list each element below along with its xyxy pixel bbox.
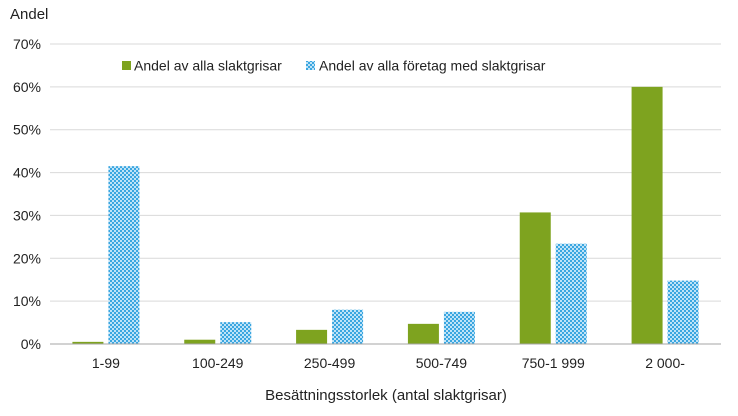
y-tick-label: 10% xyxy=(13,293,41,309)
y-tick-label: 60% xyxy=(13,79,41,95)
bar-slaktgrisar xyxy=(407,323,439,344)
legend-swatch-foretag xyxy=(306,61,315,70)
x-tick-label: 750-1 999 xyxy=(522,355,585,371)
x-tick-label: 2 000- xyxy=(645,355,685,371)
x-axis-title: Besättningsstorlek (antal slaktgrisar) xyxy=(265,387,507,404)
y-tick-label: 50% xyxy=(13,122,41,138)
y-tick-label: 20% xyxy=(13,250,41,266)
x-tick-labels: 1-99 100-249 250-499 500-749 750-1 999 2 000- xyxy=(92,355,685,371)
bar-slaktgrisar xyxy=(296,329,328,344)
bar-foretag xyxy=(555,243,587,344)
bar-slaktgrisar xyxy=(184,339,216,344)
bar-foretag xyxy=(667,280,699,344)
legend-label-foretag: Andel av alla företag med slaktgrisar xyxy=(319,58,546,74)
y-tick-label: 0% xyxy=(21,336,41,352)
bar-foretag xyxy=(220,322,252,344)
legend-swatch-slaktgrisar xyxy=(122,61,131,70)
bar-slaktgrisar xyxy=(72,341,104,344)
gridlines xyxy=(50,43,721,302)
bars xyxy=(72,86,699,344)
bar-slaktgrisar xyxy=(519,212,551,344)
legend-label-slaktgrisar: Andel av alla slaktgrisar xyxy=(134,58,282,74)
y-tick-labels: 0% 10% 20% 30% 40% 50% 60% 70% xyxy=(13,36,41,352)
y-axis-title: Andel xyxy=(10,6,48,23)
x-tick-label: 100-249 xyxy=(192,355,244,371)
bar-foretag xyxy=(332,309,364,344)
x-tick-label: 250-499 xyxy=(304,355,356,371)
bar-slaktgrisar xyxy=(631,86,663,344)
x-tick-label: 1-99 xyxy=(92,355,120,371)
x-tick-label: 500-749 xyxy=(416,355,468,371)
bar-foretag xyxy=(443,311,475,344)
legend: Andel av alla slaktgrisar Andel av alla … xyxy=(122,58,546,74)
bar-foretag xyxy=(108,166,140,344)
y-tick-label: 70% xyxy=(13,36,41,52)
y-tick-label: 30% xyxy=(13,207,41,223)
y-tick-label: 40% xyxy=(13,165,41,181)
